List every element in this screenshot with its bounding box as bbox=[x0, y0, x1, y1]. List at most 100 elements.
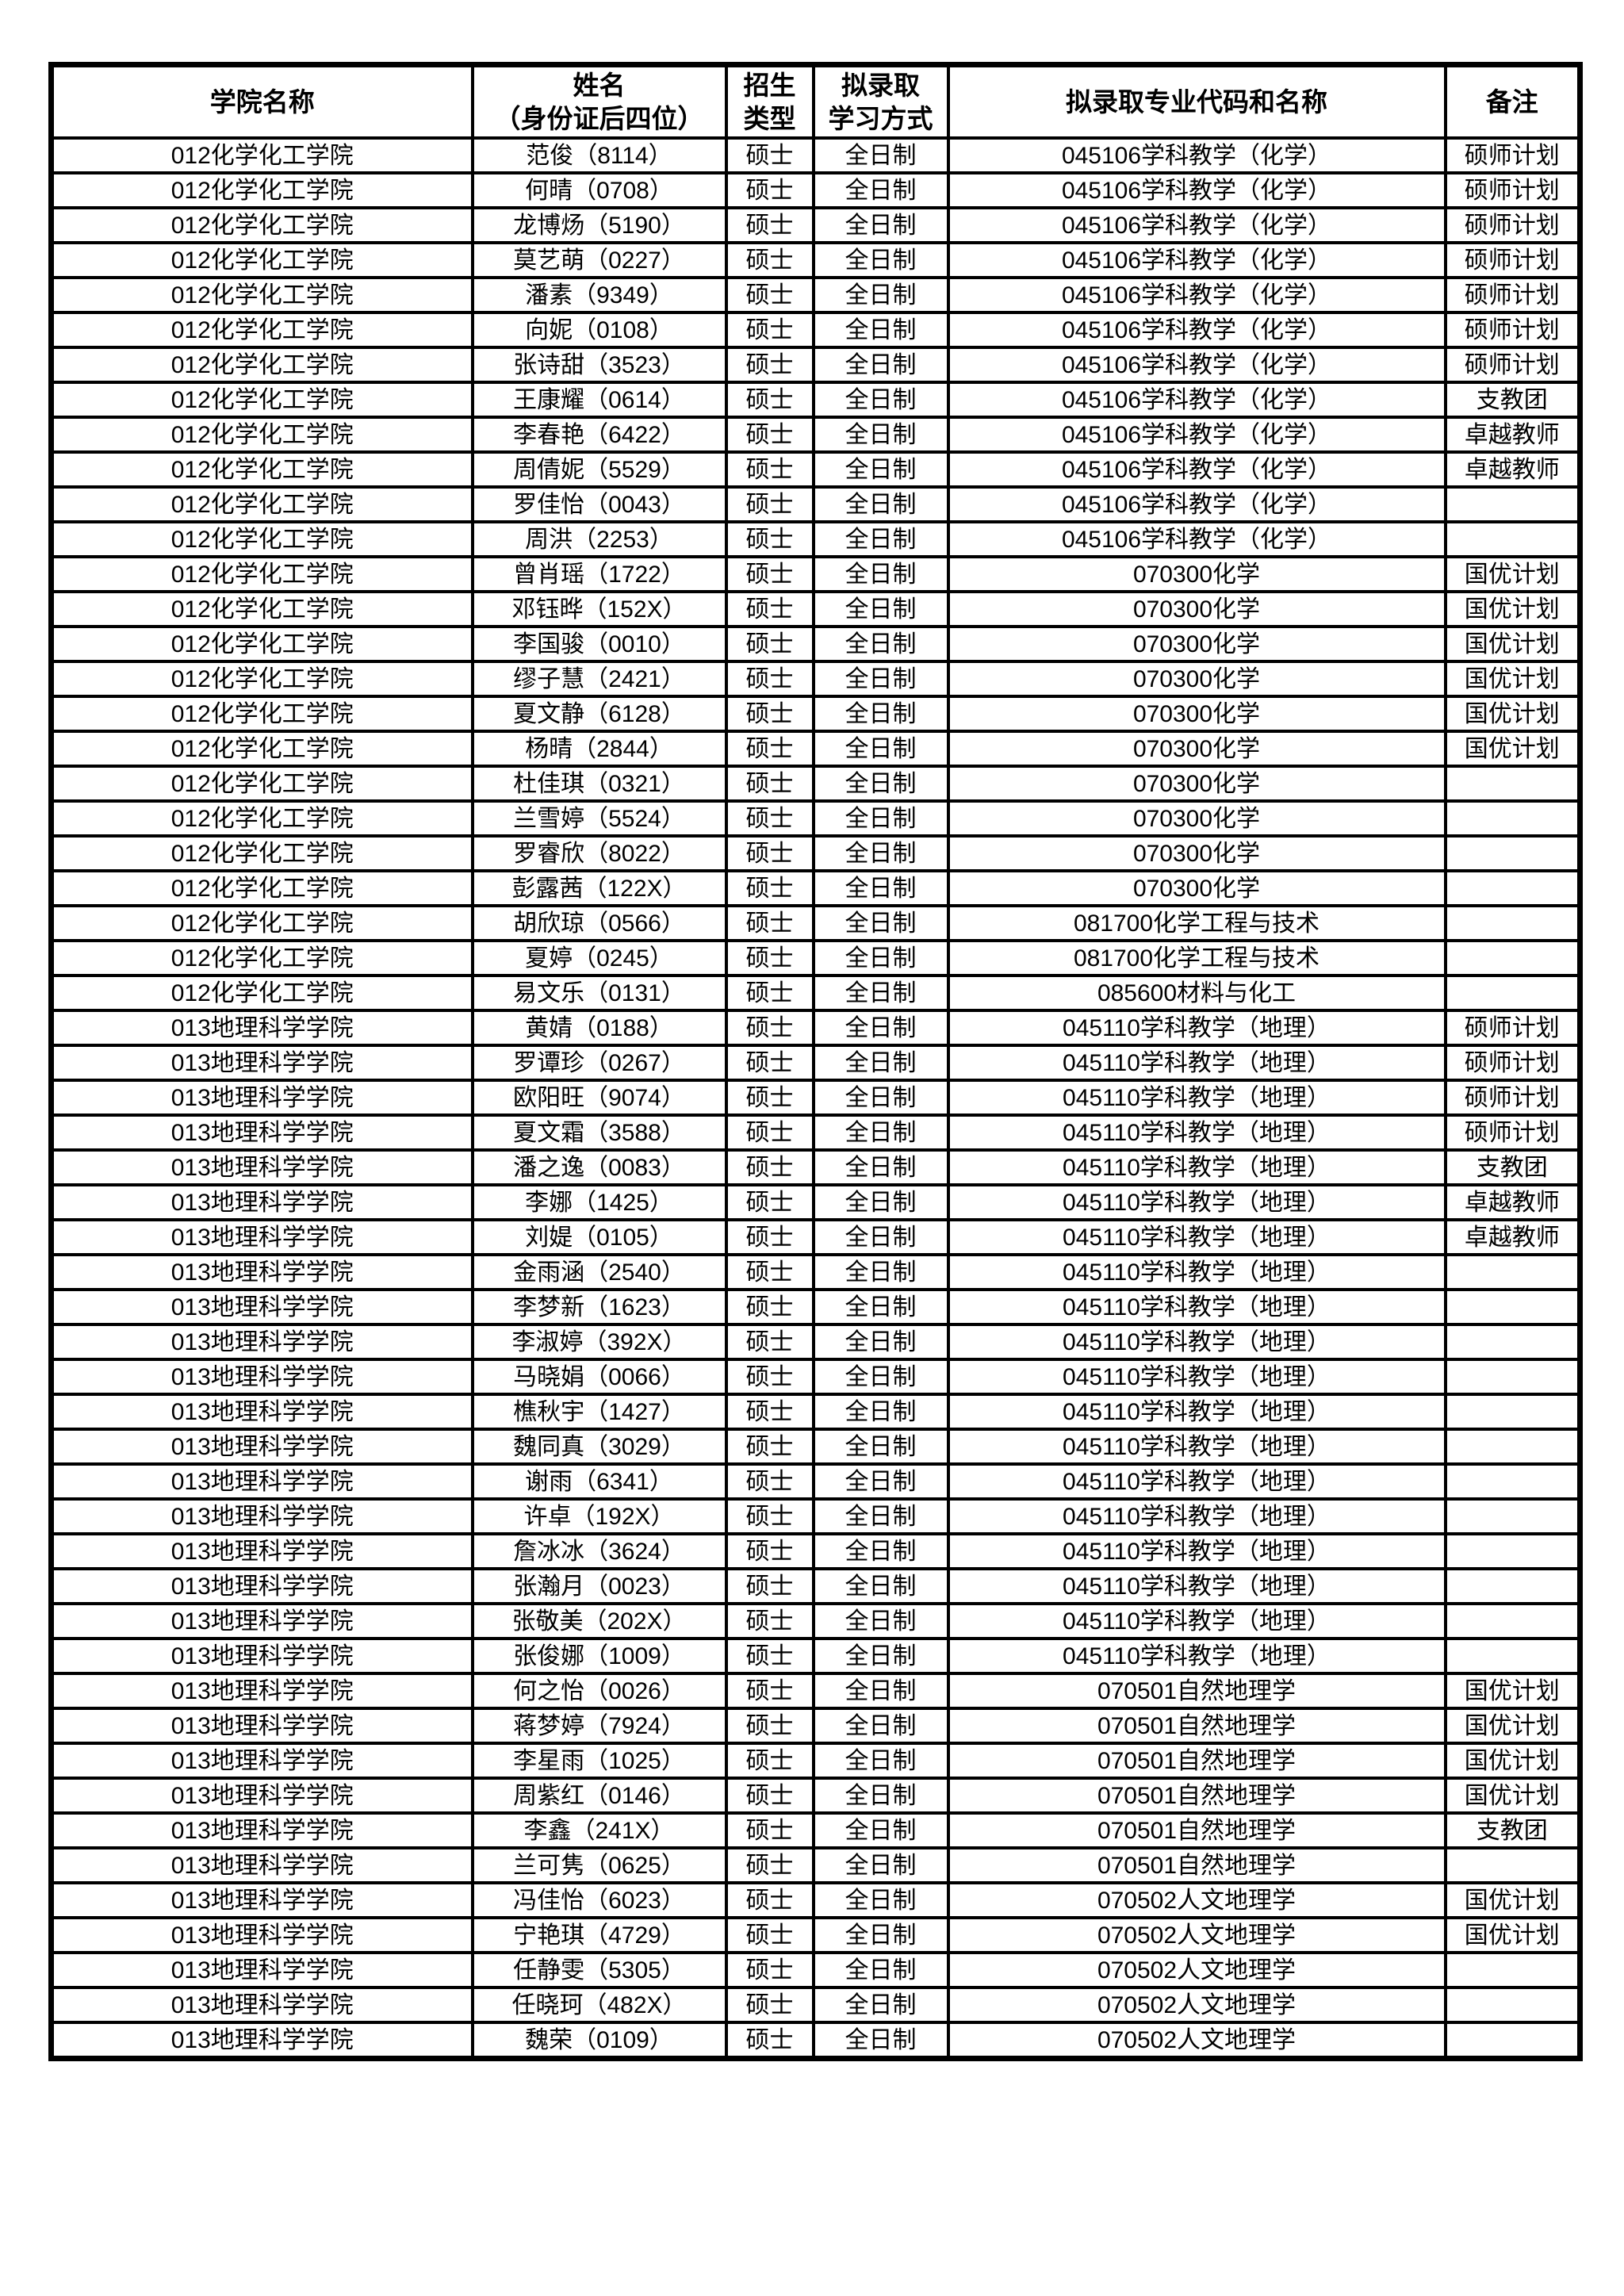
table-row: 012化学化工学院 潘素（9349） 硕士 全日制 045106学科教学（化学） 硕师计划 bbox=[49, 276, 1582, 314]
cell-type: 硕士 bbox=[724, 555, 815, 593]
cell-name: 莫艺萌（0227） bbox=[470, 241, 728, 279]
cell-major: 045106学科教学（化学） bbox=[946, 171, 1447, 209]
cell-major: 070502人文地理学 bbox=[946, 1951, 1447, 1989]
table-row: 013地理科学学院 张俊娜（1009） 硕士 全日制 045110学科教学（地理） bbox=[49, 1637, 1582, 1675]
cell-remark: 卓越教师 bbox=[1443, 416, 1582, 454]
table-row: 013地理科学学院 金雨涵（2540） 硕士 全日制 045110学科教学（地理） bbox=[49, 1253, 1582, 1291]
cell-college: 013地理科学学院 bbox=[49, 1148, 474, 1186]
cell-college: 012化学化工学院 bbox=[49, 590, 474, 628]
cell-type: 硕士 bbox=[724, 276, 815, 314]
cell-remark bbox=[1443, 1637, 1582, 1675]
cell-remark: 卓越教师 bbox=[1443, 1218, 1582, 1256]
cell-remark bbox=[1443, 834, 1582, 872]
cell-name: 任静雯（5305） bbox=[470, 1951, 728, 1989]
cell-major: 070300化学 bbox=[946, 695, 1447, 733]
cell-type: 硕士 bbox=[724, 1148, 815, 1186]
cell-college: 012化学化工学院 bbox=[49, 136, 474, 174]
cell-remark: 硕师计划 bbox=[1443, 1079, 1582, 1117]
cell-name: 刘媞（0105） bbox=[470, 1218, 728, 1256]
header-name: 姓名 （身份证后四位） bbox=[470, 63, 728, 140]
cell-name: 兰雪婷（5524） bbox=[470, 799, 728, 838]
cell-college: 013地理科学学院 bbox=[49, 2021, 474, 2060]
cell-type: 硕士 bbox=[724, 1009, 815, 1047]
table-row: 013地理科学学院 罗谭珍（0267） 硕士 全日制 045110学科教学（地理） 硕师计… bbox=[49, 1044, 1582, 1082]
cell-mode: 全日制 bbox=[811, 1009, 950, 1047]
cell-type: 硕士 bbox=[724, 939, 815, 977]
table-row: 012化学化工学院 何晴（0708） 硕士 全日制 045106学科教学（化学） 硕师计划 bbox=[49, 171, 1582, 209]
cell-remark bbox=[1443, 1567, 1582, 1605]
cell-name: 周洪（2253） bbox=[470, 520, 728, 558]
table-row: 013地理科学学院 魏同真（3029） 硕士 全日制 045110学科教学（地理） bbox=[49, 1428, 1582, 1466]
cell-college: 013地理科学学院 bbox=[49, 1567, 474, 1605]
cell-college: 013地理科学学院 bbox=[49, 1777, 474, 1815]
cell-remark: 支教团 bbox=[1443, 381, 1582, 419]
cell-remark: 国优计划 bbox=[1443, 1672, 1582, 1710]
header-remark: 备注 bbox=[1443, 63, 1582, 140]
cell-remark: 国优计划 bbox=[1443, 1742, 1582, 1780]
cell-college: 012化学化工学院 bbox=[49, 765, 474, 803]
cell-type: 硕士 bbox=[724, 869, 815, 907]
cell-mode: 全日制 bbox=[811, 1114, 950, 1152]
cell-remark bbox=[1443, 939, 1582, 977]
cell-major: 070300化学 bbox=[946, 869, 1447, 907]
cell-major: 045110学科教学（地理） bbox=[946, 1323, 1447, 1361]
cell-mode: 全日制 bbox=[811, 1742, 950, 1780]
cell-college: 013地理科学学院 bbox=[49, 1637, 474, 1675]
cell-major: 045110学科教学（地理） bbox=[946, 1532, 1447, 1570]
cell-college: 012化学化工学院 bbox=[49, 276, 474, 314]
cell-mode: 全日制 bbox=[811, 834, 950, 872]
cell-name: 宁艳琪（4729） bbox=[470, 1916, 728, 1954]
cell-name: 周倩妮（5529） bbox=[470, 450, 728, 489]
cell-college: 013地理科学学院 bbox=[49, 1218, 474, 1256]
cell-name: 李鑫（241X） bbox=[470, 1811, 728, 1849]
table-row: 012化学化工学院 兰雪婷（5524） 硕士 全日制 070300化学 bbox=[49, 799, 1582, 838]
cell-major: 045106学科教学（化学） bbox=[946, 450, 1447, 489]
cell-major: 070300化学 bbox=[946, 765, 1447, 803]
table-row: 012化学化工学院 杨晴（2844） 硕士 全日制 070300化学 国优计划 bbox=[49, 730, 1582, 768]
table-row: 013地理科学学院 欧阳旺（9074） 硕士 全日制 045110学科教学（地理） 硕师计… bbox=[49, 1079, 1582, 1117]
cell-remark: 国优计划 bbox=[1443, 730, 1582, 768]
cell-mode: 全日制 bbox=[811, 1951, 950, 1989]
cell-college: 012化学化工学院 bbox=[49, 485, 474, 523]
table-row: 012化学化工学院 张诗甜（3523） 硕士 全日制 045106学科教学（化学） 硕师计… bbox=[49, 346, 1582, 384]
cell-remark bbox=[1443, 1428, 1582, 1466]
cell-type: 硕士 bbox=[724, 311, 815, 349]
cell-major: 045110学科教学（地理） bbox=[946, 1148, 1447, 1186]
cell-type: 硕士 bbox=[724, 171, 815, 209]
cell-mode: 全日制 bbox=[811, 1567, 950, 1605]
cell-mode: 全日制 bbox=[811, 1323, 950, 1361]
cell-college: 012化学化工学院 bbox=[49, 311, 474, 349]
table-row: 012化学化工学院 罗佳怡（0043） 硕士 全日制 045106学科教学（化学） bbox=[49, 485, 1582, 523]
cell-remark bbox=[1443, 1532, 1582, 1570]
cell-mode: 全日制 bbox=[811, 765, 950, 803]
cell-name: 谢雨（6341） bbox=[470, 1462, 728, 1501]
cell-name: 龙博炀（5190） bbox=[470, 206, 728, 244]
cell-remark bbox=[1443, 485, 1582, 523]
cell-major: 045106学科教学（化学） bbox=[946, 416, 1447, 454]
table-row: 012化学化工学院 胡欣琼（0566） 硕士 全日制 081700化学工程与技术 bbox=[49, 904, 1582, 942]
cell-college: 013地理科学学院 bbox=[49, 1707, 474, 1745]
cell-name: 罗佳怡（0043） bbox=[470, 485, 728, 523]
cell-college: 012化学化工学院 bbox=[49, 555, 474, 593]
cell-college: 012化学化工学院 bbox=[49, 241, 474, 279]
cell-major: 070300化学 bbox=[946, 625, 1447, 663]
cell-major: 045110学科教学（地理） bbox=[946, 1009, 1447, 1047]
cell-remark bbox=[1443, 1846, 1582, 1884]
cell-type: 硕士 bbox=[724, 974, 815, 1012]
cell-major: 070502人文地理学 bbox=[946, 2021, 1447, 2060]
cell-type: 硕士 bbox=[724, 1846, 815, 1884]
cell-major: 070300化学 bbox=[946, 834, 1447, 872]
cell-college: 012化学化工学院 bbox=[49, 520, 474, 558]
cell-major: 045106学科教学（化学） bbox=[946, 485, 1447, 523]
cell-type: 硕士 bbox=[724, 1811, 815, 1849]
cell-college: 013地理科学学院 bbox=[49, 1253, 474, 1291]
cell-remark: 硕师计划 bbox=[1443, 346, 1582, 384]
cell-name: 何晴（0708） bbox=[470, 171, 728, 209]
cell-mode: 全日制 bbox=[811, 1079, 950, 1117]
cell-major: 070300化学 bbox=[946, 730, 1447, 768]
cell-type: 硕士 bbox=[724, 1637, 815, 1675]
cell-major: 045106学科教学（化学） bbox=[946, 311, 1447, 349]
cell-major: 045110学科教学（地理） bbox=[946, 1567, 1447, 1605]
cell-name: 杨晴（2844） bbox=[470, 730, 728, 768]
cell-major: 045110学科教学（地理） bbox=[946, 1253, 1447, 1291]
